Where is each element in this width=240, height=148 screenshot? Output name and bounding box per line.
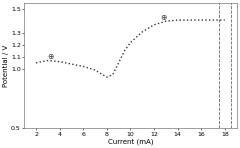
Y-axis label: Potential / V: Potential / V <box>3 45 9 87</box>
Text: ⊕: ⊕ <box>160 13 167 22</box>
Text: ⊕: ⊕ <box>47 52 53 61</box>
X-axis label: Current (mA): Current (mA) <box>108 138 153 145</box>
